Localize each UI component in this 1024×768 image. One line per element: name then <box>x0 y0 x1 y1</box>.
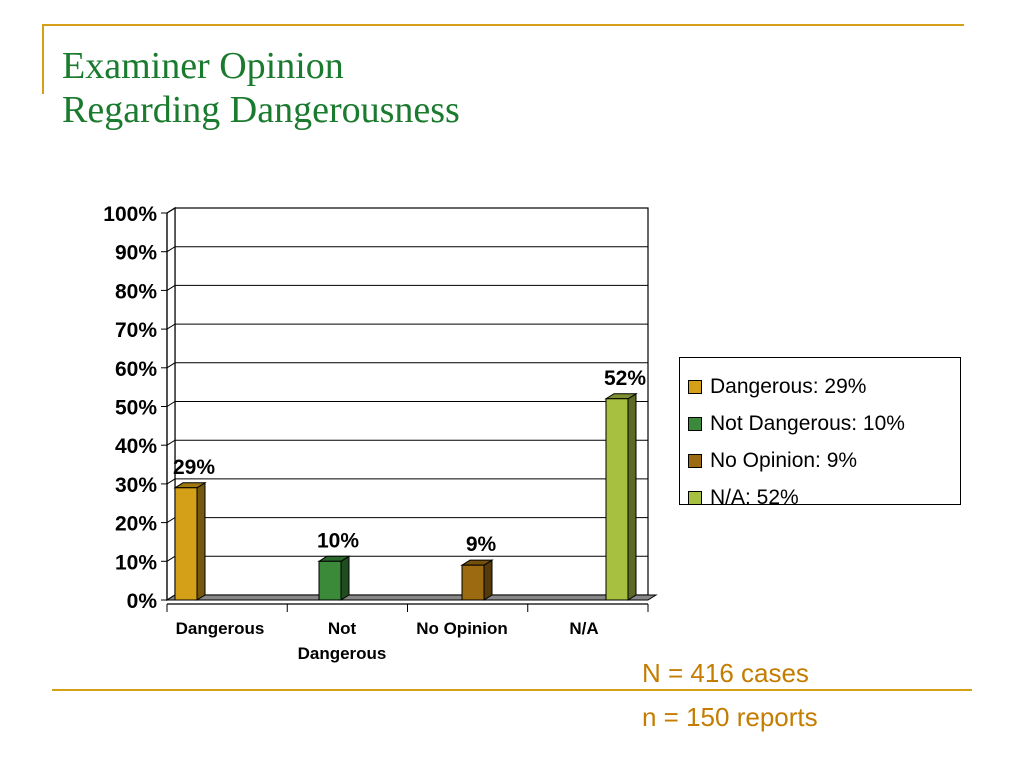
x-category-label: No Opinion <box>416 619 508 638</box>
legend-item-dangerous: Dangerous: 29% <box>688 368 960 405</box>
legend-label-dangerous: Dangerous: 29% <box>710 374 867 398</box>
x-category-label: Dangerous <box>298 644 387 663</box>
slide-title-line-1: Examiner Opinion <box>62 45 344 87</box>
case-count-note: N = 416 cases <box>642 658 809 688</box>
y-tick-label: 0% <box>127 590 158 613</box>
x-category-label: N/A <box>569 619 598 638</box>
bar-1 <box>318 560 342 601</box>
gridline <box>166 478 648 485</box>
gridline <box>166 362 648 369</box>
y-tick-label: 70% <box>115 319 157 342</box>
plot-floor <box>165 594 658 601</box>
slide-title: Examiner Opinion Regarding Dangerousness <box>62 44 460 132</box>
y-tick-label: 40% <box>115 435 157 458</box>
legend-label-not-dangerous: Not Dangerous: 10% <box>710 411 905 435</box>
legend-item-na: N/A: 52% <box>688 479 960 516</box>
x-category-label: Dangerous <box>176 619 265 638</box>
bar-side-0 <box>196 481 206 601</box>
data-label-3: 52% <box>604 367 646 390</box>
legend-label-no-opinion: No Opinion: 9% <box>710 448 858 472</box>
gridline <box>166 246 648 253</box>
legend-swatch-na <box>688 490 702 505</box>
legend-item-not-dangerous: Not Dangerous: 10% <box>688 405 960 442</box>
y-tick-label: 30% <box>115 474 157 497</box>
bar-side-1 <box>340 555 350 601</box>
y-tick-label: 100% <box>103 203 157 226</box>
bar-0 <box>174 487 198 601</box>
bar-side-3 <box>627 392 637 601</box>
footer-accent-rule <box>52 689 972 691</box>
data-label-1: 10% <box>317 529 359 552</box>
data-label-2: 9% <box>466 533 497 556</box>
title-accent-vertical-rule <box>42 24 44 94</box>
y-tick-label: 80% <box>115 280 157 303</box>
gridline <box>166 401 648 407</box>
bar-side-2 <box>483 559 493 601</box>
legend-swatch-no-opinion <box>688 453 702 468</box>
bar-chart: 0% 10% 20% 30% 40% 50% 60% 70% 80% 90% 100% 29% 10% 9… <box>103 203 658 663</box>
gridline <box>166 284 648 291</box>
data-label-0: 29% <box>173 456 215 479</box>
legend-label-na: N/A: 52% <box>710 485 799 509</box>
x-category-label: Not <box>328 619 357 638</box>
legend-item-no-opinion: No Opinion: 9% <box>688 442 960 479</box>
bar-2 <box>461 564 485 601</box>
legend-swatch-not-dangerous <box>688 416 702 431</box>
bar-3 <box>605 398 629 601</box>
legend-swatch-dangerous <box>688 379 702 394</box>
gridline <box>166 207 648 214</box>
y-tick-label: 60% <box>115 358 157 381</box>
title-accent-horizontal-rule <box>42 24 964 26</box>
slide-title-line-2: Regarding Dangerousness <box>62 89 460 131</box>
y-tick-label: 90% <box>115 242 157 265</box>
report-count-note: n = 150 reports <box>642 702 818 732</box>
y-tick-label: 50% <box>115 397 157 420</box>
gridline <box>166 439 648 446</box>
gridline <box>166 323 648 330</box>
y-tick-label: 20% <box>115 513 157 536</box>
y-tick-label: 10% <box>115 551 157 574</box>
chart-legend: Dangerous: 29% Not Dangerous: 10% No Opi… <box>679 357 961 509</box>
